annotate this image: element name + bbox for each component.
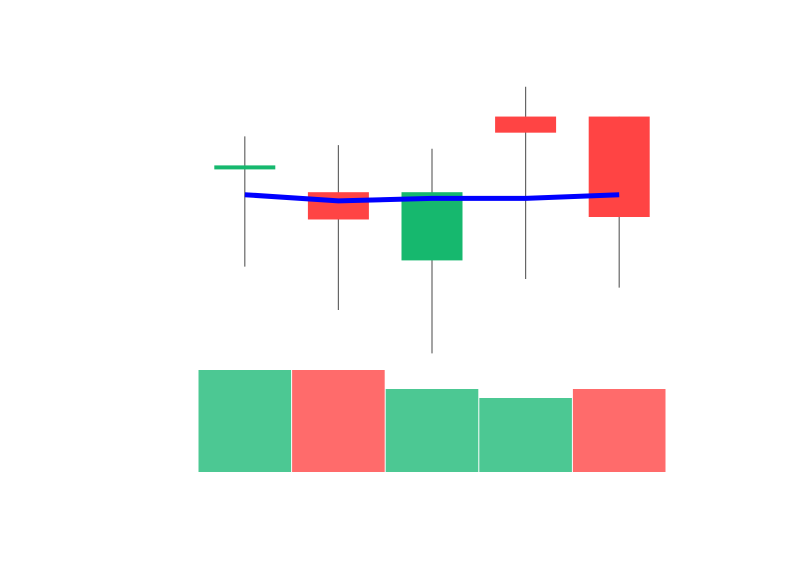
- volume-panel: [198, 370, 666, 472]
- candle-body: [401, 192, 463, 261]
- candle-body: [214, 165, 276, 170]
- volume-bar: [572, 389, 666, 472]
- candle-body: [495, 116, 557, 133]
- moving-average-line: [244, 192, 620, 204]
- volume-bar: [292, 370, 385, 472]
- candle-body: [307, 192, 369, 220]
- candle-body: [588, 116, 650, 217]
- price-panel: [214, 86, 650, 354]
- volume-bar: [385, 389, 479, 472]
- volume-bar: [198, 370, 292, 472]
- volume-bar: [479, 398, 572, 472]
